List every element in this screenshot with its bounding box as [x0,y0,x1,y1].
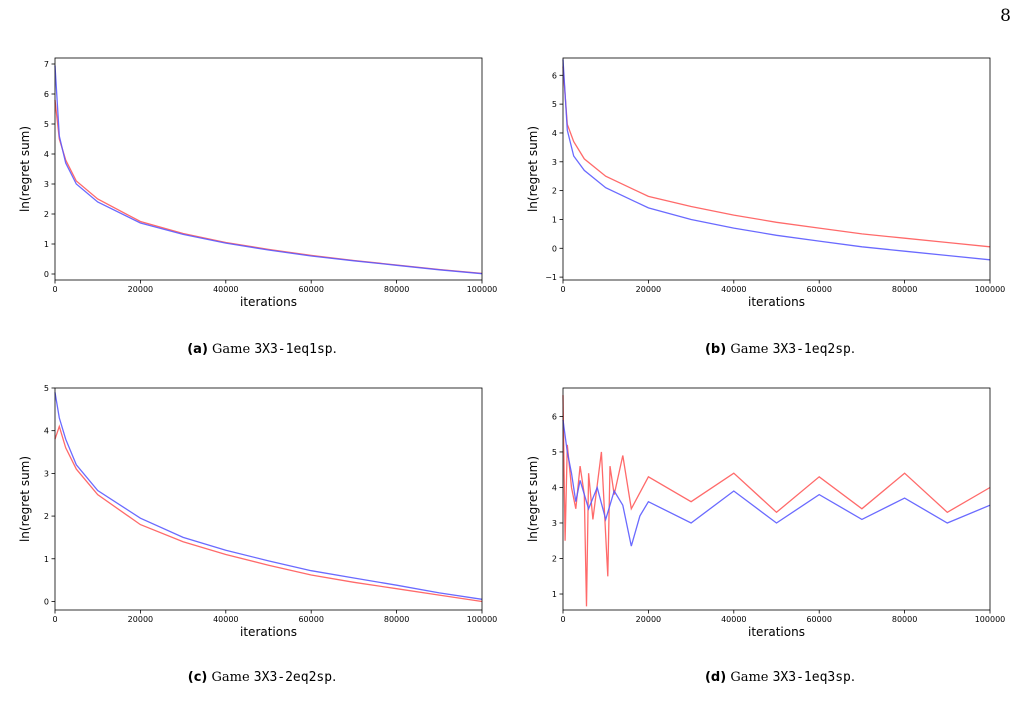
x-tick-label: 0 [560,615,565,624]
chart-panel-b: 0 20000 40000 60000 80000 100000−10123456iter… [526,57,1006,309]
x-tick-label: 40000 [213,615,238,624]
series-line-1 [54,65,483,275]
y-tick-label: 3 [44,180,49,189]
x-tick-label: 0 [52,285,57,294]
plot-frame [54,387,483,611]
caption-prefix: Game [211,670,250,685]
y-tick-label: 2 [552,187,557,196]
x-tick-label: 100000 [975,285,1006,294]
y-tick-label: 6 [44,90,49,99]
y-tick-label: 4 [44,150,49,159]
y-tick-label: 3 [44,469,49,478]
x-tick-label: 60000 [806,285,831,294]
plot-frame [562,57,991,281]
series-line-1 [562,419,991,547]
y-tick-label: 7 [44,60,49,69]
x-tick-label: 20000 [128,615,153,624]
y-axis-label: ln(regret sum) [18,126,32,212]
x-tick-label: 0 [52,615,57,624]
y-tick-label: 1 [552,590,557,599]
caption-prefix: Game [212,342,251,357]
y-axis-label: ln(regret sum) [526,456,540,542]
y-tick-label: 0 [44,597,49,606]
y-tick-label: 6 [552,412,557,421]
y-tick-label: 2 [44,210,49,219]
y-tick-label: 5 [44,384,49,393]
x-axis-label: iterations [240,295,297,309]
caption-a: (a) Game 3X3-1eq1sp. [52,342,472,357]
x-tick-label: 80000 [892,285,917,294]
x-tick-label: 80000 [384,615,409,624]
caption-label: (b) [704,342,727,357]
y-tick-label: 1 [552,215,557,224]
y-tick-label: 5 [552,100,557,109]
x-axis-label: iterations [748,295,805,309]
caption-d: (d) Game 3X3-1eq3sp. [570,670,990,685]
x-tick-label: 20000 [636,615,661,624]
y-tick-label: 3 [552,519,557,528]
series-line-1 [562,59,991,261]
y-tick-label: 1 [44,555,49,564]
caption-game: 3X3-1eq1sp [254,342,333,357]
caption-game: 3X3-1eq2sp [772,342,851,357]
series-line-0 [54,424,483,603]
caption-prefix: Game [730,670,769,685]
series-line-0 [562,66,991,248]
x-tick-label: 20000 [128,285,153,294]
x-tick-label: 40000 [213,285,238,294]
y-tick-label: 3 [552,158,557,167]
series-line-0 [562,395,991,607]
x-tick-label: 20000 [636,285,661,294]
caption-suffix: . [332,670,337,685]
x-axis-label: iterations [748,625,805,639]
chart-panel-d: 0 20000 40000 60000 80000 100000 1 2 3 4 5 6 iterati… [526,387,1006,639]
y-axis-label: ln(regret sum) [18,456,32,542]
series-line-0 [54,99,483,275]
x-tick-label: 40000 [721,615,746,624]
y-tick-label: 2 [552,554,557,563]
caption-suffix: . [850,670,856,685]
caption-c: (c) Game 3X3-2eq2sp. [52,670,472,685]
chart-panel-c: 0 20000 40000 60000 80000 100000 0 1 2 3 4 5 iterati… [18,384,498,639]
plot-frame [54,57,483,281]
x-tick-label: 80000 [384,285,409,294]
caption-b: (b) Game 3X3-1eq2sp. [570,342,990,357]
y-tick-label: 2 [44,512,49,521]
caption-label: (a) [187,342,208,357]
y-tick-label: 4 [552,483,557,492]
y-tick-label: 4 [44,427,49,436]
y-tick-label: −1 [545,273,557,282]
y-axis-label: ln(regret sum) [526,126,540,212]
y-tick-label: 6 [552,71,557,80]
y-tick-label: 4 [552,129,557,138]
series-line-1 [54,392,483,600]
x-tick-label: 100000 [975,615,1006,624]
caption-label: (d) [704,670,727,685]
x-tick-label: 60000 [298,285,323,294]
y-tick-label: 5 [44,120,49,129]
y-tick-label: 0 [552,244,557,253]
x-tick-label: 60000 [298,615,323,624]
x-tick-label: 100000 [467,285,498,294]
y-tick-label: 1 [44,240,49,249]
caption-game: 3X3-1eq3sp [772,670,851,685]
page-number: 8 [1000,6,1011,26]
x-tick-label: 0 [560,285,565,294]
y-tick-label: 5 [552,448,557,457]
caption-suffix: . [850,342,856,357]
x-tick-label: 100000 [467,615,498,624]
caption-suffix: . [332,342,337,357]
x-axis-label: iterations [240,625,297,639]
x-tick-label: 80000 [892,615,917,624]
x-tick-label: 40000 [721,285,746,294]
caption-label: (c) [187,670,208,685]
plot-frame [562,387,991,611]
x-tick-label: 60000 [806,615,831,624]
chart-panel-a: 0 20000 40000 60000 80000 100000 0 1 2 3 4 5 6 7 itera… [18,57,498,309]
y-tick-label: 0 [44,270,49,279]
caption-game: 3X3-2eq2sp [253,670,333,685]
caption-prefix: Game [730,342,769,357]
